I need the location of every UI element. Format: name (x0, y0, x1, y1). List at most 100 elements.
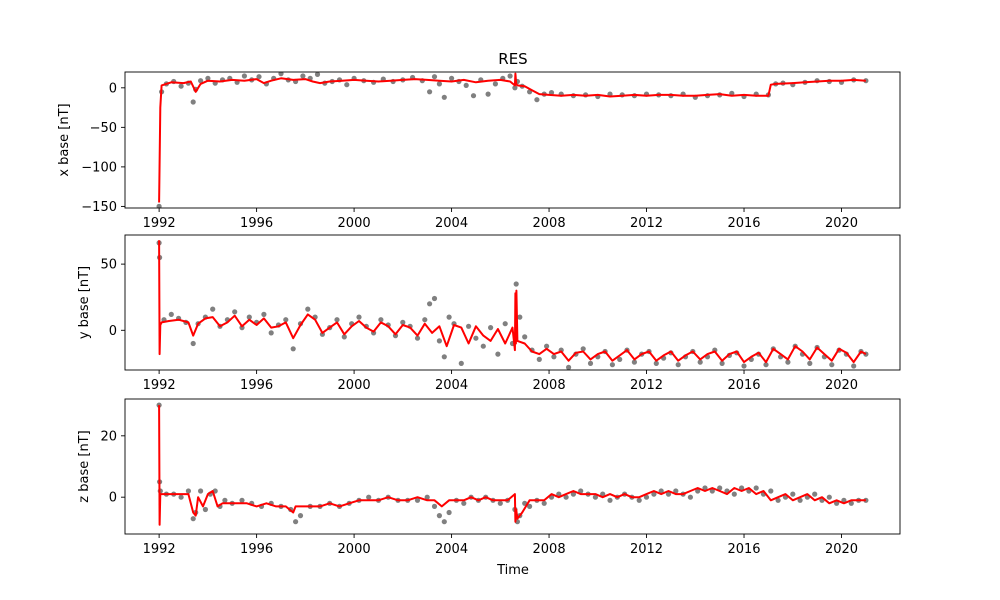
y-base-measurement-point (246, 314, 252, 320)
z-base-measurement-point (239, 497, 245, 503)
y-base-measurement-point (536, 356, 542, 362)
z-base-measurement-point (841, 497, 847, 503)
z-base-measurement-point (687, 494, 694, 500)
y-base-measurement-point (609, 362, 616, 368)
x-base-y-tick-label: 0 (109, 81, 117, 96)
y-base-measurement-point (741, 363, 747, 369)
z-base-measurement-point (190, 516, 196, 522)
z-base-measurement-point (446, 509, 452, 516)
z-base-x-tick-label: 2016 (727, 542, 760, 557)
x-base-y-tick-label: −150 (81, 200, 117, 215)
z-base-measurement-point (431, 503, 438, 509)
z-base-y-tick-label: 20 (100, 429, 117, 444)
z-base-measurement-point (497, 500, 503, 506)
y-base-measurement-point (190, 340, 196, 347)
z-base-x-tick-label: 2008 (533, 542, 566, 557)
z-base-x-tick-label: 2020 (825, 542, 858, 557)
z-base-measurement-point (702, 485, 708, 491)
y-base-x-tick-label: 2000 (338, 378, 371, 393)
z-base-measurement-point (424, 494, 430, 500)
z-base-x-tick-label: 1996 (240, 542, 273, 557)
y-base-x-tick-label: 2012 (630, 378, 663, 393)
chart-title: RES (498, 50, 527, 68)
z-base-measurement-point (790, 491, 796, 497)
x-base-measurement-point (198, 78, 204, 84)
z-base-measurement-point (768, 488, 774, 494)
y-base-measurement-point (334, 317, 340, 323)
x-base-measurement-point (492, 81, 498, 87)
x-base-measurement-point (156, 203, 162, 208)
x-base-measurement-point (441, 94, 447, 100)
z-base-measurement-point (297, 513, 304, 519)
x-base-measurement-point (344, 82, 350, 88)
y-base-measurement-point (587, 360, 594, 366)
y-base-x-tick-label: 2016 (727, 378, 760, 393)
z-base-measurement-point (665, 491, 672, 497)
z-base-measurement-point (222, 497, 228, 503)
z-base-measurement-point (607, 497, 613, 503)
x-base-y-axis-label: x base [nT] (57, 103, 72, 176)
y-base-x-tick-label: 2004 (435, 378, 468, 393)
y-base-measurement-point (829, 362, 835, 368)
x-base-x-tick-label: 1992 (143, 216, 176, 231)
x-base-plot-area (156, 72, 869, 208)
x-base-measurement-point (241, 73, 247, 79)
z-base-x-tick-label: 2012 (630, 542, 663, 557)
z-base-measurement-point (578, 488, 584, 494)
z-base-measurement-point (695, 488, 701, 494)
y-base-measurement-point (168, 311, 174, 317)
y-base-y-tick-label: 50 (100, 258, 117, 273)
z-base-measurement-point (848, 500, 854, 506)
x-base-measurement-point (534, 97, 540, 103)
y-base-y-axis-label: y base [nT] (77, 266, 92, 339)
z-base-plot-area (156, 402, 869, 526)
y-base-measurement-point (441, 354, 447, 360)
y-base-measurement-point (305, 306, 311, 312)
x-base-y-tick-label: −100 (81, 160, 117, 175)
x-base-measurement-point (507, 73, 513, 79)
x-base-measurement-point (314, 72, 321, 77)
y-base-measurement-point (458, 360, 464, 366)
y-base-measurement-point (763, 362, 769, 368)
z-base-measurement-point (600, 491, 606, 497)
y-base-measurement-point (807, 360, 813, 366)
y-base-x-tick-label: 2008 (533, 378, 566, 393)
y-base-measurement-point (341, 334, 347, 340)
z-base-measurement-point (436, 513, 442, 519)
y-base-measurement-point (785, 359, 791, 365)
y-base-measurement-point (697, 359, 703, 365)
y-base-measurement-point (210, 306, 216, 312)
x-base-measurement-point (178, 83, 184, 89)
z-base-measurement-point (441, 519, 447, 525)
y-base-measurement-point (631, 359, 638, 365)
y-base-measurement-point (551, 354, 557, 360)
x-base-measurement-point (436, 81, 442, 87)
y-base-measurement-point (290, 346, 296, 352)
z-base-measurement-point (826, 494, 832, 500)
z-base-measurement-point (812, 491, 818, 497)
y-base-measurement-point (617, 356, 623, 362)
x-base-measurement-point (548, 90, 555, 96)
z-base-measurement-point (797, 497, 803, 503)
y-base-measurement-point (580, 346, 586, 352)
x-base-measurement-point (512, 85, 518, 91)
z-base-x-tick-label: 2000 (338, 542, 371, 557)
x-base-measurement-point (300, 73, 306, 79)
x-base-measurement-point (205, 75, 211, 81)
z-base-x-tick-label: 1992 (143, 542, 176, 557)
x-base-x-tick-label: 2004 (435, 216, 468, 231)
x-base-measurement-point (470, 93, 477, 99)
z-base-measurement-point (527, 503, 533, 509)
z-base-measurement-point (366, 494, 372, 500)
z-base-x-tick-label: 2004 (435, 542, 468, 557)
y-base-x-tick-label: 1992 (143, 378, 176, 393)
y-base-measurement-point (544, 343, 550, 349)
z-base-measurement-point (541, 500, 547, 506)
x-base-x-tick-label: 2012 (630, 216, 663, 231)
x-base-measurement-point (449, 75, 455, 81)
x-base-x-tick-label: 2020 (825, 216, 858, 231)
z-base-measurement-point (556, 491, 562, 497)
y-base-measurement-point (422, 317, 428, 323)
y-base-measurement-point (502, 321, 508, 327)
y-base-measurement-point (232, 309, 238, 315)
